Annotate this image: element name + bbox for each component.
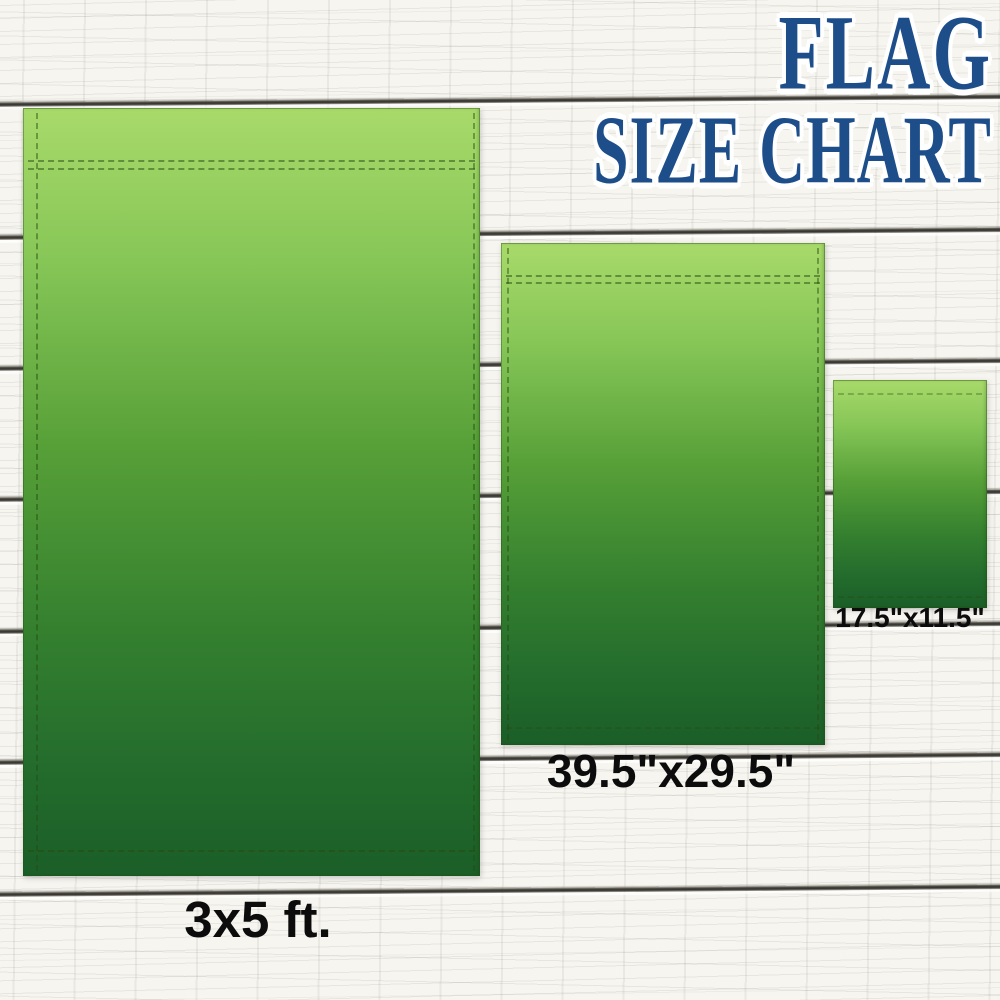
size-label-medium: 39.5"x29.5" bbox=[546, 745, 796, 797]
stitch-line bbox=[28, 160, 475, 162]
stitch-line bbox=[36, 113, 38, 871]
stitch-line bbox=[506, 275, 820, 277]
stitch-line bbox=[28, 168, 475, 170]
page-title-line1: FLAG bbox=[778, 0, 992, 114]
stitch-line bbox=[838, 393, 982, 395]
stitch-line bbox=[838, 596, 982, 598]
stitch-line bbox=[506, 282, 820, 284]
page-title-line2: SIZE CHART bbox=[593, 97, 992, 205]
size-label-small: 17.5"x11.5" bbox=[835, 602, 985, 633]
size-label-large: 3x5 ft. bbox=[184, 891, 332, 948]
stitch-line bbox=[817, 248, 819, 740]
stitch-line bbox=[507, 248, 509, 740]
flag-small bbox=[833, 380, 987, 608]
stitch-line bbox=[506, 727, 820, 729]
flag-large bbox=[23, 108, 480, 876]
flag-medium bbox=[501, 243, 825, 745]
stitch-line bbox=[28, 850, 475, 852]
stitch-line bbox=[473, 113, 475, 871]
